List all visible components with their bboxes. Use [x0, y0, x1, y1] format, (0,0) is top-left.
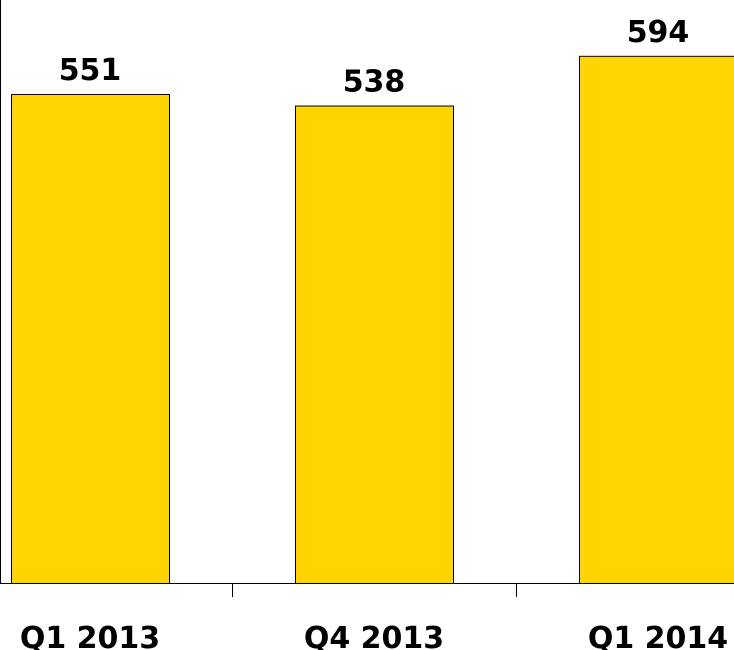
category-label-1: Q4 2013 [304, 621, 444, 650]
bars-group [11, 55, 734, 585]
category-label-2: Q1 2014 [588, 621, 728, 650]
value-label-1: 538 [343, 65, 406, 100]
bar-2 [579, 55, 734, 584]
category-labels-group: Q1 2013 Q4 2013 Q1 2014 [20, 621, 728, 650]
value-label-0: 551 [59, 53, 122, 88]
x-ticks-group [232, 583, 517, 597]
category-label-0: Q1 2013 [20, 621, 160, 650]
value-label-2: 594 [627, 15, 690, 50]
bar-0 [11, 93, 170, 585]
bar-1 [295, 105, 454, 585]
value-labels-group: 551 538 594 [59, 15, 690, 100]
